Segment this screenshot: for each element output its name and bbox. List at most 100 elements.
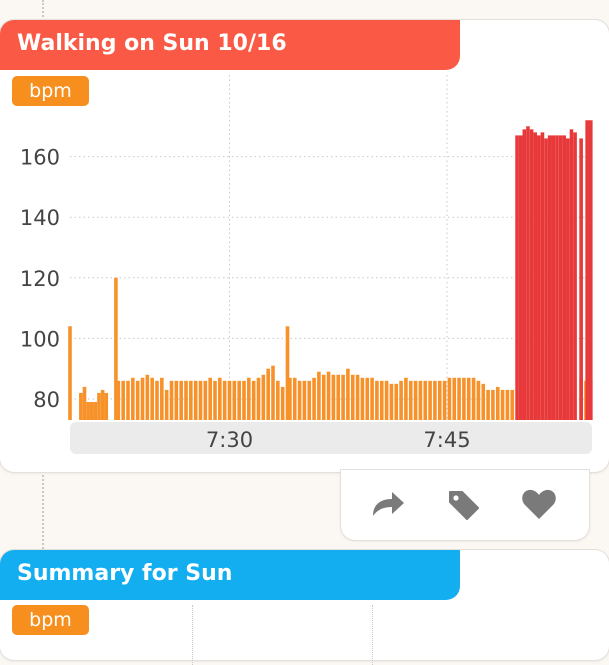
hr-bar [155, 380, 159, 420]
hr-bar [292, 377, 297, 420]
hr-bar [126, 380, 130, 420]
hr-bar [336, 374, 341, 420]
hr-bar [515, 135, 519, 420]
share-icon [373, 492, 404, 516]
heart-icon [522, 489, 556, 519]
hr-bar [213, 380, 217, 420]
hr-bar [447, 377, 452, 420]
hr-bar [547, 135, 552, 420]
hr-bar [522, 129, 527, 420]
hr-bar [428, 380, 432, 420]
hr-bar [452, 377, 457, 420]
hr-bar [326, 371, 331, 420]
hr-bar [321, 374, 326, 420]
hr-bar [247, 377, 251, 420]
hr-bar [97, 392, 101, 420]
hr-bar [495, 386, 500, 420]
hr-bar [404, 377, 408, 420]
hr-bar [169, 380, 174, 420]
hr-bar [86, 402, 90, 420]
hr-bar [242, 380, 246, 420]
hr-bar [384, 380, 389, 420]
hr-bar [280, 386, 285, 420]
summary-gridline [372, 605, 373, 665]
hr-bar [544, 138, 548, 421]
hr-bar [399, 380, 403, 420]
hr-bar [437, 380, 442, 420]
hr-bar [471, 377, 476, 420]
hr-bar [271, 365, 275, 420]
hr-bar [540, 132, 545, 421]
hr-bar [312, 377, 316, 420]
hr-bar [375, 380, 379, 420]
workout-card-header: Walking on Sun 10/16 [0, 20, 460, 70]
heart-rate-chart: 80 100 120 140 160 7:30 7:45 [0, 20, 609, 470]
hr-bar [208, 377, 212, 420]
hr-bar [418, 380, 423, 420]
x-tick-label: 7:30 [206, 428, 253, 452]
summary-unit-badge: bpm [12, 605, 89, 635]
hr-bar [491, 389, 495, 420]
hr-bar [288, 377, 292, 420]
hr-bar [566, 138, 570, 421]
hr-bar [116, 380, 121, 420]
hr-bar [370, 377, 374, 420]
hr-bar [569, 129, 574, 420]
hr-bar [261, 374, 266, 420]
hr-bar [457, 377, 461, 420]
hr-bar [227, 380, 232, 420]
hr-bar [341, 374, 345, 420]
hr-bar [350, 374, 355, 420]
hr-bar [331, 374, 336, 420]
y-tick-label: 140 [20, 206, 60, 230]
heart-button[interactable] [517, 484, 561, 524]
hr-bar [237, 380, 241, 420]
summary-card[interactable]: Summary for Sun bpm [0, 550, 609, 665]
hr-bar [529, 129, 534, 420]
hr-bar [365, 377, 370, 420]
share-button[interactable] [365, 484, 409, 524]
workout-title: Walking on Sun 10/16 [17, 31, 287, 56]
y-tick-label: 80 [33, 388, 60, 412]
hr-bar [184, 380, 188, 420]
hr-bar [476, 380, 481, 420]
hr-bar [114, 277, 118, 420]
hr-bar [423, 380, 428, 420]
hr-bar [442, 380, 447, 420]
hr-bar [266, 368, 270, 420]
hr-bar [256, 377, 261, 420]
heart-rate-chart-svg: 80 100 120 140 160 7:30 7:45 [20, 75, 593, 454]
hr-bar [131, 377, 135, 420]
x-axis-band [70, 422, 592, 454]
hr-bar [462, 377, 466, 420]
hr-bar [232, 380, 237, 420]
hr-bar [302, 380, 307, 420]
hr-bar [573, 132, 577, 421]
hr-bar [198, 380, 203, 420]
hr-bar [555, 135, 559, 420]
hr-bar [164, 389, 169, 420]
summary-card-header: Summary for Sun [0, 550, 460, 600]
hr-bar [526, 126, 530, 421]
hr-bar [585, 120, 589, 421]
hr-bar [285, 326, 290, 420]
hr-bar [104, 392, 109, 420]
hr-bar [121, 380, 125, 420]
hr-bar [588, 120, 593, 421]
y-tick-label: 120 [20, 267, 60, 291]
hr-bar [394, 383, 399, 420]
hr-bar [537, 135, 541, 420]
hr-bar [276, 380, 280, 420]
hr-bar [500, 389, 505, 420]
hr-bar [505, 389, 510, 420]
hr-bar [562, 135, 567, 420]
tag-button[interactable] [441, 484, 485, 524]
hr-bar [203, 380, 208, 420]
hr-bar [150, 377, 154, 420]
hr-bar [579, 138, 583, 421]
hr-bar [307, 380, 312, 420]
hr-bar [558, 135, 563, 420]
hr-bar [68, 326, 72, 420]
hr-bar [218, 377, 222, 420]
hr-bar [193, 380, 198, 420]
